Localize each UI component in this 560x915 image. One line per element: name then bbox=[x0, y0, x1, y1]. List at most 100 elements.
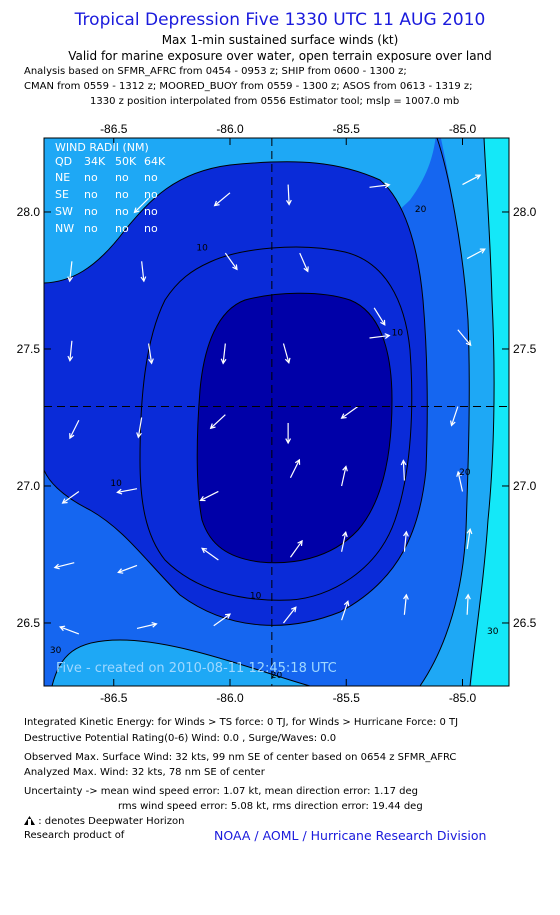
x-tick-label-top: -86.5 bbox=[100, 122, 128, 136]
wind-radii-cell: no bbox=[115, 205, 129, 218]
wind-radii-cell: no bbox=[84, 171, 98, 184]
wind-vector bbox=[133, 197, 150, 214]
wind-vector bbox=[285, 422, 292, 445]
analysis-sources-line-1: Analysis based on SFMR_AFRC from 0454 - … bbox=[24, 66, 407, 77]
wind-vector bbox=[199, 490, 219, 502]
wind-radii-cell: no bbox=[115, 222, 129, 235]
wind-vector bbox=[373, 307, 386, 326]
y-tick-label-left: 26.5 bbox=[17, 616, 41, 630]
contour-label: 30 bbox=[487, 627, 499, 637]
wind-vector bbox=[213, 613, 232, 627]
contour-label: 20 bbox=[271, 671, 283, 681]
contour-lines bbox=[44, 138, 495, 686]
contour-label: 20 bbox=[459, 468, 471, 478]
y-tick-label-right: 27.0 bbox=[513, 479, 537, 493]
wind-radii-cell: no bbox=[115, 188, 129, 201]
wind-vector bbox=[450, 406, 459, 427]
uncertainty-rms-text: rms wind speed error: 5.08 kt, rms direc… bbox=[118, 801, 423, 812]
wind-radii-cell: no bbox=[84, 188, 98, 201]
wind-vector bbox=[466, 248, 486, 260]
wind-vector bbox=[116, 488, 138, 495]
wind-vector bbox=[136, 621, 158, 630]
analysis-sources-line-2: CMAN from 0559 - 1312 z; MOORED_BUOY fro… bbox=[24, 81, 473, 92]
platform-icon bbox=[24, 816, 35, 825]
wind-radii-cell: no bbox=[144, 222, 158, 235]
contour-line-0 bbox=[196, 292, 393, 564]
wind-radii-cell: no bbox=[115, 171, 129, 184]
y-tick-label-right: 28.0 bbox=[513, 205, 537, 219]
wind-vector bbox=[136, 417, 143, 439]
wind-level-0-region bbox=[197, 293, 392, 563]
wind-radii-cell: SW bbox=[55, 205, 73, 218]
wind-vector bbox=[341, 465, 348, 487]
wind-vector bbox=[69, 419, 80, 440]
y-tick-label-right: 27.5 bbox=[513, 342, 537, 356]
wind-radii-cell: no bbox=[144, 171, 158, 184]
contour-labels: 10 10 10 10 20 20 20 30 30 bbox=[50, 205, 499, 681]
x-tick-label-bottom: -85.0 bbox=[449, 691, 477, 705]
contour-line-10-outer bbox=[44, 161, 428, 626]
wind-vector bbox=[209, 414, 226, 430]
analyzed-max-wind-text: Analyzed Max. Wind: 32 kts, 78 nm SE of … bbox=[24, 767, 265, 778]
wind-vector bbox=[341, 600, 350, 621]
wind-vector bbox=[140, 261, 147, 283]
analysis-position-line: 1330 z position interpolated from 0556 E… bbox=[90, 96, 460, 107]
wind-radii-cell: NW bbox=[55, 222, 74, 235]
wind-vector bbox=[53, 562, 75, 570]
wind-vectors bbox=[53, 174, 486, 635]
wind-radii-table: WIND RADII (NM)QD 34K 50K 64K NE no no no SE no no… bbox=[55, 141, 166, 235]
plot-frame bbox=[43, 137, 510, 687]
storm-center-crosshair bbox=[44, 138, 509, 686]
wind-vector bbox=[213, 192, 231, 207]
deepwater-horizon-legend: : denotes Deepwater Horizon bbox=[24, 816, 184, 827]
uncertainty-mean-text: Uncertainty -> mean wind speed error: 1.… bbox=[24, 786, 419, 797]
wind-radii-title: WIND RADII (NM) bbox=[55, 141, 149, 154]
wind-vector bbox=[58, 625, 80, 635]
axis-ticks bbox=[44, 138, 509, 686]
wind-radii-header: 64K bbox=[144, 155, 166, 168]
wind-vector bbox=[465, 593, 471, 615]
wind-vector bbox=[369, 333, 391, 339]
wind-vector bbox=[403, 593, 409, 615]
wind-radii-cell: no bbox=[144, 205, 158, 218]
contour-label: 10 bbox=[196, 243, 208, 253]
wind-vector bbox=[462, 174, 482, 186]
x-tick-label-bottom: -86.0 bbox=[216, 691, 244, 705]
contour-line-30 bbox=[469, 138, 495, 686]
wind-vector bbox=[201, 547, 219, 561]
wind-vector bbox=[148, 343, 154, 365]
observed-max-wind-text: Observed Max. Surface Wind: 32 kts, 99 n… bbox=[24, 752, 457, 763]
wind-vector bbox=[67, 261, 74, 283]
wind-radii-cell: no bbox=[144, 188, 158, 201]
x-tick-label-bottom: -85.5 bbox=[333, 691, 361, 705]
contour-line-20 bbox=[419, 138, 470, 686]
wind-vector bbox=[457, 329, 472, 347]
wind-vector bbox=[61, 490, 80, 504]
wind-vector bbox=[369, 182, 391, 189]
chart-title: Tropical Depression Five 1330 UTC 11 AUG… bbox=[74, 10, 486, 30]
wind-vector bbox=[289, 539, 303, 558]
wind-vector bbox=[403, 530, 409, 552]
wind-vector bbox=[466, 527, 473, 550]
wind-radii-cell: no bbox=[84, 205, 98, 218]
wind-vector bbox=[340, 406, 359, 419]
wind-vector bbox=[341, 530, 348, 552]
contour-label: 10 bbox=[110, 479, 122, 489]
creation-watermark: Five - created on 2010-08-11 12:45:18 UT… bbox=[56, 661, 337, 676]
x-tick-label-top: -85.5 bbox=[333, 122, 361, 136]
contour-field bbox=[44, 138, 509, 686]
wind-vector bbox=[283, 606, 297, 624]
contour-label: 10 bbox=[392, 328, 404, 338]
destructive-potential-text: Destructive Potential Rating(0-6) Wind: … bbox=[24, 733, 337, 744]
wind-radii-cell: NE bbox=[55, 171, 70, 184]
wind-radii-cell: no bbox=[84, 222, 98, 235]
wind-vector bbox=[67, 340, 74, 362]
wind-vector bbox=[285, 184, 292, 206]
wind-vector bbox=[456, 470, 464, 492]
x-tick-label-top: -86.0 bbox=[216, 122, 244, 136]
y-tick-label-left: 27.5 bbox=[17, 342, 41, 356]
wind-vector bbox=[224, 252, 238, 271]
wind-vector bbox=[117, 564, 138, 574]
x-tick-label-bottom: -86.5 bbox=[100, 691, 128, 705]
